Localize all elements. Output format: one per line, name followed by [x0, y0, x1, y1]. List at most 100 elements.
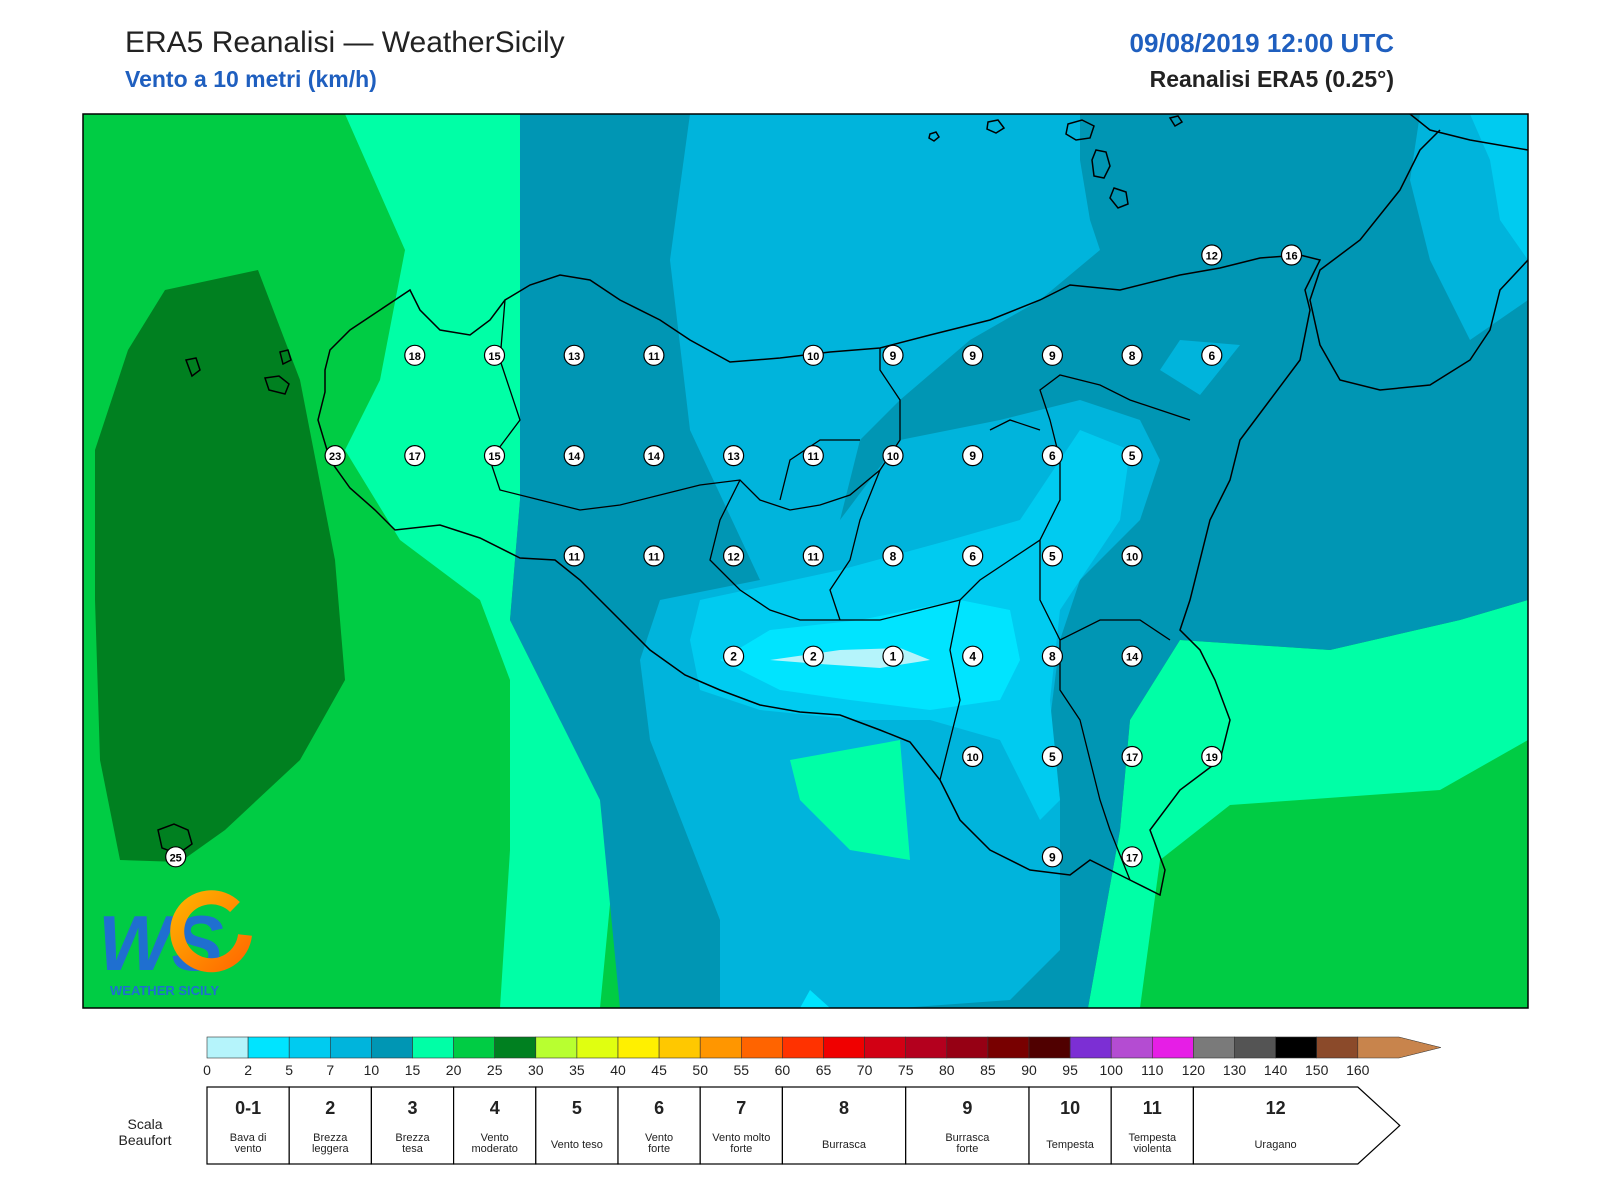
color-scale-tick-label: 15	[405, 1062, 421, 1078]
station-marker: 11	[563, 545, 585, 567]
field-5-7-ne	[1470, 114, 1528, 260]
color-scale-ticks: 0 2 5 7 10 15 20 25 30 35 40 45 50 55 60 65 70 75 80 85 90 95…	[203, 1062, 1370, 1078]
station-value: 6	[969, 549, 976, 563]
color-scale-tick-label: 100	[1100, 1062, 1124, 1078]
station-marker: 8	[1121, 344, 1143, 366]
color-scale-tick-label: 45	[651, 1062, 667, 1078]
color-scale-swatch	[1152, 1036, 1194, 1059]
color-scale-swatch	[329, 1036, 372, 1059]
beaufort-desc: forte	[648, 1143, 670, 1155]
beaufort-desc: Vento teso	[551, 1139, 603, 1151]
color-scale-swatch	[1110, 1036, 1153, 1059]
color-scale-swatch	[371, 1036, 413, 1059]
station-marker: 10	[1121, 545, 1143, 567]
station-value: 17	[1126, 752, 1138, 764]
color-scale-tick-label: 40	[610, 1062, 626, 1078]
station-marker: 5	[1121, 445, 1143, 467]
station-marker: 14	[563, 445, 585, 467]
color-scale-tick-label: 75	[898, 1062, 914, 1078]
station-marker: 5	[1041, 745, 1064, 768]
station-circle	[1280, 244, 1303, 266]
station-value: 11	[648, 551, 660, 563]
station-marker: 17	[1121, 846, 1143, 868]
beaufort-desc: moderato	[471, 1143, 517, 1155]
station-circle	[722, 445, 745, 467]
station-circle	[722, 645, 745, 667]
beaufort-class: 8 Burrasca	[781, 1086, 907, 1165]
ustica-island	[928, 131, 940, 142]
beaufort-title-line2: Beaufort	[119, 1132, 172, 1148]
color-scale-tick-label: 25	[487, 1062, 503, 1078]
beaufort-desc: Vento	[645, 1132, 673, 1144]
beaufort-class: 5 Vento teso	[535, 1086, 619, 1165]
beaufort-force: 12	[1266, 1098, 1286, 1118]
color-scale-swatch	[412, 1036, 454, 1059]
station-circle	[1121, 745, 1143, 768]
beaufort-desc: Burrasca	[945, 1132, 990, 1144]
beaufort-cell	[905, 1086, 1030, 1165]
color-scale-swatch	[782, 1036, 824, 1059]
station-value: 9	[890, 349, 897, 363]
station-marker: 1	[882, 645, 904, 667]
station-value: 8	[1049, 650, 1056, 664]
station-circle	[1041, 745, 1064, 768]
station-marker: 12	[722, 545, 745, 567]
weathersicily-logo: WS WEATHER SICILY	[98, 890, 252, 998]
station-circle	[643, 445, 665, 467]
station-circle	[165, 846, 187, 868]
station-value: 5	[1049, 750, 1056, 764]
station-marker: 8	[1041, 645, 1064, 667]
station-marker: 6	[1201, 344, 1223, 366]
station-circle	[962, 545, 984, 567]
station-marker: 10	[882, 445, 904, 467]
color-scale-tick-label: 70	[857, 1062, 873, 1078]
station-circle	[563, 344, 585, 366]
station-circle	[1121, 545, 1143, 567]
beaufort-desc: Uragano	[1254, 1139, 1296, 1151]
color-scale-tick-label: 60	[775, 1062, 791, 1078]
station-circle	[1201, 745, 1223, 768]
station-value: 13	[568, 351, 580, 363]
beaufort-desc: Tempesta	[1046, 1139, 1095, 1151]
station-marker: 13	[722, 445, 745, 467]
color-scale-swatch	[1275, 1036, 1317, 1059]
beaufort-desc: Brezza	[313, 1132, 348, 1144]
beaufort-cell	[617, 1086, 701, 1165]
beaufort-cell	[1028, 1086, 1112, 1165]
station-value: 16	[1285, 251, 1297, 263]
station-circle	[324, 445, 346, 467]
color-scale-swatch	[206, 1036, 249, 1059]
station-marker: 19	[1201, 745, 1223, 768]
station-marker: 23	[324, 445, 346, 467]
logo-letter-w: WS	[98, 899, 224, 987]
vulcano-island	[1109, 187, 1129, 209]
color-scale-swatch	[1069, 1036, 1112, 1059]
station-value: 2	[730, 650, 737, 664]
beaufort-title-line1: Scala	[127, 1116, 162, 1132]
beaufort-desc: leggera	[312, 1143, 350, 1155]
beaufort-force: 4	[490, 1098, 500, 1118]
station-marker: 13	[563, 344, 585, 366]
map-dataset: Reanalisi ERA5 (0.25°)	[1149, 66, 1394, 92]
beaufort-cell-arrow	[1192, 1086, 1401, 1165]
beaufort-cell	[1110, 1086, 1194, 1165]
station-circle	[962, 344, 984, 366]
beaufort-force: 8	[839, 1098, 849, 1118]
beaufort-cell	[288, 1086, 373, 1165]
beaufort-force: 9	[962, 1098, 972, 1118]
station-marker: 16	[1280, 244, 1303, 266]
color-scale-swatch	[987, 1036, 1030, 1059]
field-25-30	[95, 270, 345, 862]
station-circle	[1041, 645, 1064, 667]
coastlines	[317, 114, 1528, 897]
station-value: 1	[890, 650, 897, 664]
station-value: 11	[807, 551, 819, 563]
station-value: 13	[727, 451, 739, 463]
station-value: 6	[1049, 449, 1056, 463]
